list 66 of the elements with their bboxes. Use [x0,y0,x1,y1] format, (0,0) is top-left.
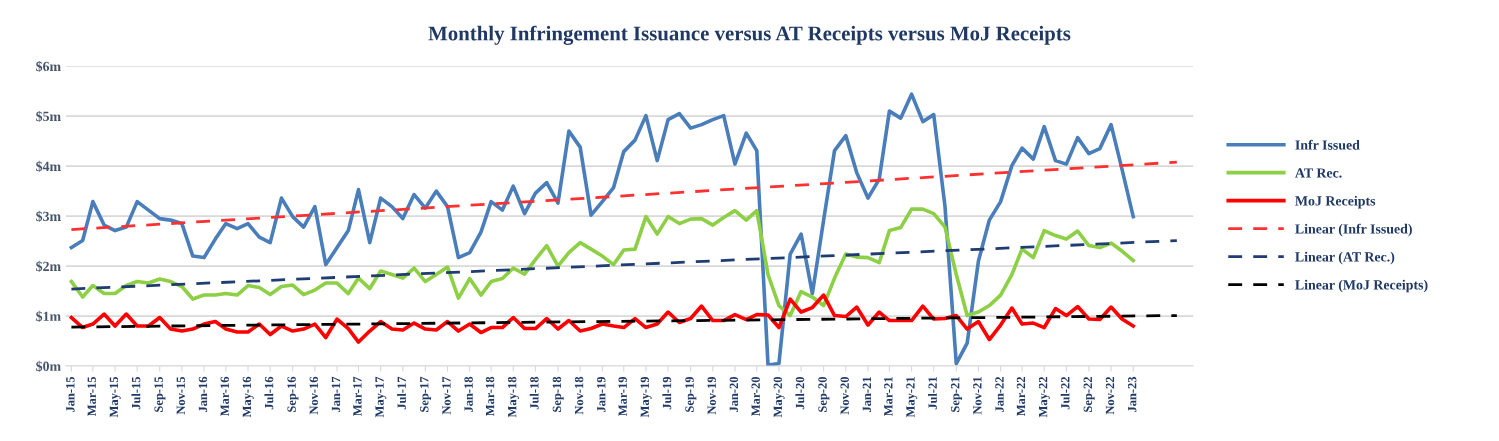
x-tick-label: May-19 [640,376,652,418]
x-tick-label: Nov-18 [574,376,584,415]
x-tick-label: Jan-22 [995,376,1004,413]
x-tick-label: Jul-19 [662,376,672,410]
x-tick-label: Mar-18 [485,376,495,417]
x-tick-label: Jul-21 [928,377,937,410]
x-tick-label: Mar-22 [1016,376,1026,417]
x-tick-label: Jan-17 [331,376,341,413]
x-tick-label: Mar-16 [220,376,229,417]
x-tick-label: Jul-18 [529,376,539,410]
x-tick-label: Mar-21 [884,377,893,417]
x-tick-label: May-20 [773,376,785,418]
x-tick-label: Sep-18 [552,376,564,412]
x-tick-label: Nov-20 [840,376,849,415]
y-tick-label: $4m [36,160,61,172]
legend-label: Linear (AT Rec.) [1295,251,1395,265]
x-tick-label: Sep-19 [685,376,697,412]
x-tick-label: Nov-16 [309,376,319,415]
x-tick-label: Jan-21 [862,377,872,413]
x-tick-label: Jan-18 [464,376,473,413]
x-tick-label: Jan-15 [66,376,75,413]
x-tick-label: Jan-19 [597,376,606,413]
x-tick-label: Nov-17 [442,376,451,415]
x-tick-label: Mar-20 [751,376,760,417]
x-tick-label: Nov-19 [707,376,716,415]
legend-label: Infr Issued [1295,139,1360,150]
line-series [69,207,1136,318]
x-tick-label: Sep-15 [154,376,166,412]
y-tick-label: $1m [36,310,61,322]
x-tick-label: Mar-15 [87,376,96,417]
x-tick-label: May-22 [1038,376,1050,418]
x-tick-label: May-21 [906,377,918,418]
x-tick-label: May-16 [242,376,254,418]
x-tick-label: Jul-16 [264,376,274,410]
x-tick-label: Jul-17 [397,376,406,410]
x-tick-label: Sep-22 [1083,376,1095,412]
line-series [69,293,1136,344]
line-series [69,92,1136,367]
x-tick-label: Jul-15 [131,376,141,410]
x-tick-label: Jul-22 [1060,376,1070,410]
x-tick-label: Jul-20 [795,376,805,410]
legend-label: AT Rec. [1295,168,1342,178]
y-tick-label: $0m [36,360,61,372]
x-tick-label: Mar-17 [353,376,362,417]
x-tick-label: Nov-22 [1105,376,1115,415]
legend-label: MoJ Receipts [1295,195,1376,209]
y-tick-label: $6m [36,60,61,73]
x-tick-label: Nov-15 [176,376,186,415]
y-tick-label: $2m [36,260,61,272]
legend-label: Linear (Infr Issued) [1295,223,1412,237]
y-tick-label: $3m [36,210,61,222]
x-tick-label: Sep-21 [951,377,962,412]
x-tick-label: Mar-19 [618,376,627,417]
x-tick-label: Jan-23 [1127,376,1137,413]
y-tick-label: $5m [36,110,61,123]
x-tick-label: Nov-21 [973,377,982,415]
chart-title: Monthly Infringement Issuance versus AT Receipts versus MoJ Receipts [428,25,1071,45]
x-tick-label: Jan-16 [198,376,208,413]
x-tick-label: Sep-17 [420,376,432,412]
x-tick-label: May-15 [109,376,121,418]
x-tick-label: Sep-20 [818,376,830,412]
legend-label: Linear (MoJ Receipts) [1295,279,1428,293]
x-tick-label: May-17 [375,376,387,418]
x-tick-label: May-18 [507,376,519,418]
x-tick-label: Jan-20 [729,376,739,413]
x-tick-label: Sep-16 [287,376,299,412]
